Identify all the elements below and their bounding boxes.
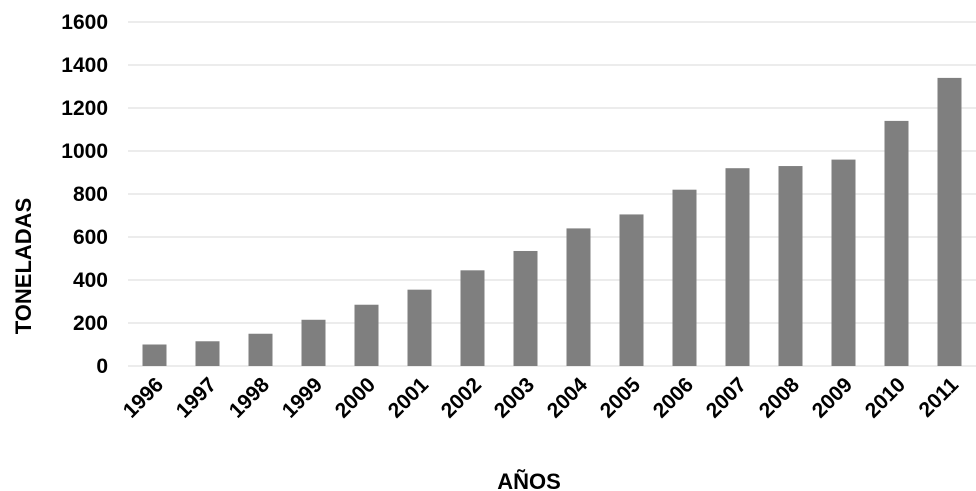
bar [725, 168, 750, 366]
y-tick-label: 1000 [61, 140, 108, 163]
y-tick-label: 800 [73, 183, 108, 206]
x-axis-title: AÑOS [497, 469, 561, 491]
bar [619, 214, 644, 366]
bar [301, 319, 326, 366]
bar [354, 304, 379, 366]
gridlines [128, 21, 976, 367]
x-tick-label: 2011 [915, 373, 964, 422]
x-tick-label: 1996 [119, 373, 168, 422]
y-tick-label: 0 [96, 355, 108, 378]
bar [460, 270, 485, 366]
y-tick-label: 1600 [61, 11, 108, 34]
x-tick-label: 2007 [702, 373, 751, 422]
x-tick-label: 2008 [755, 373, 805, 423]
x-tick-label: 1999 [278, 373, 327, 422]
y-axis-ticks: 0 200 400 600 800 1000 1200 1400 1600 [61, 11, 108, 378]
bar [142, 344, 167, 366]
bar [884, 120, 909, 367]
bars [142, 77, 962, 367]
bar [566, 228, 591, 366]
bar [672, 189, 697, 366]
y-tick-label: 400 [73, 269, 108, 292]
x-axis-ticks: 1996 1997 1998 1999 2000 2001 2002 2003 2004 2005… [119, 373, 964, 423]
y-tick-label: 1200 [61, 97, 108, 120]
x-tick-label: 2005 [596, 373, 646, 423]
y-tick-label: 1400 [61, 54, 108, 77]
bar [937, 77, 962, 367]
x-tick-label: 2001 [384, 373, 434, 423]
bar [248, 333, 273, 366]
x-tick-label: 1998 [225, 373, 275, 423]
y-axis-title: TONELADAS [11, 198, 36, 335]
x-tick-label: 2010 [861, 373, 910, 422]
bar [407, 289, 432, 366]
bar [513, 250, 538, 366]
y-tick-label: 200 [73, 312, 108, 335]
x-tick-label: 2002 [437, 373, 486, 422]
x-tick-label: 2003 [490, 373, 539, 422]
bar [831, 159, 856, 366]
x-tick-label: 2009 [808, 373, 857, 422]
x-tick-label: 1997 [172, 373, 221, 422]
bar [195, 341, 220, 366]
x-tick-label: 2006 [649, 373, 698, 422]
x-tick-label: 2000 [331, 373, 380, 422]
y-tick-label: 600 [73, 226, 108, 249]
bar [778, 166, 803, 366]
x-tick-label: 2004 [543, 373, 593, 423]
